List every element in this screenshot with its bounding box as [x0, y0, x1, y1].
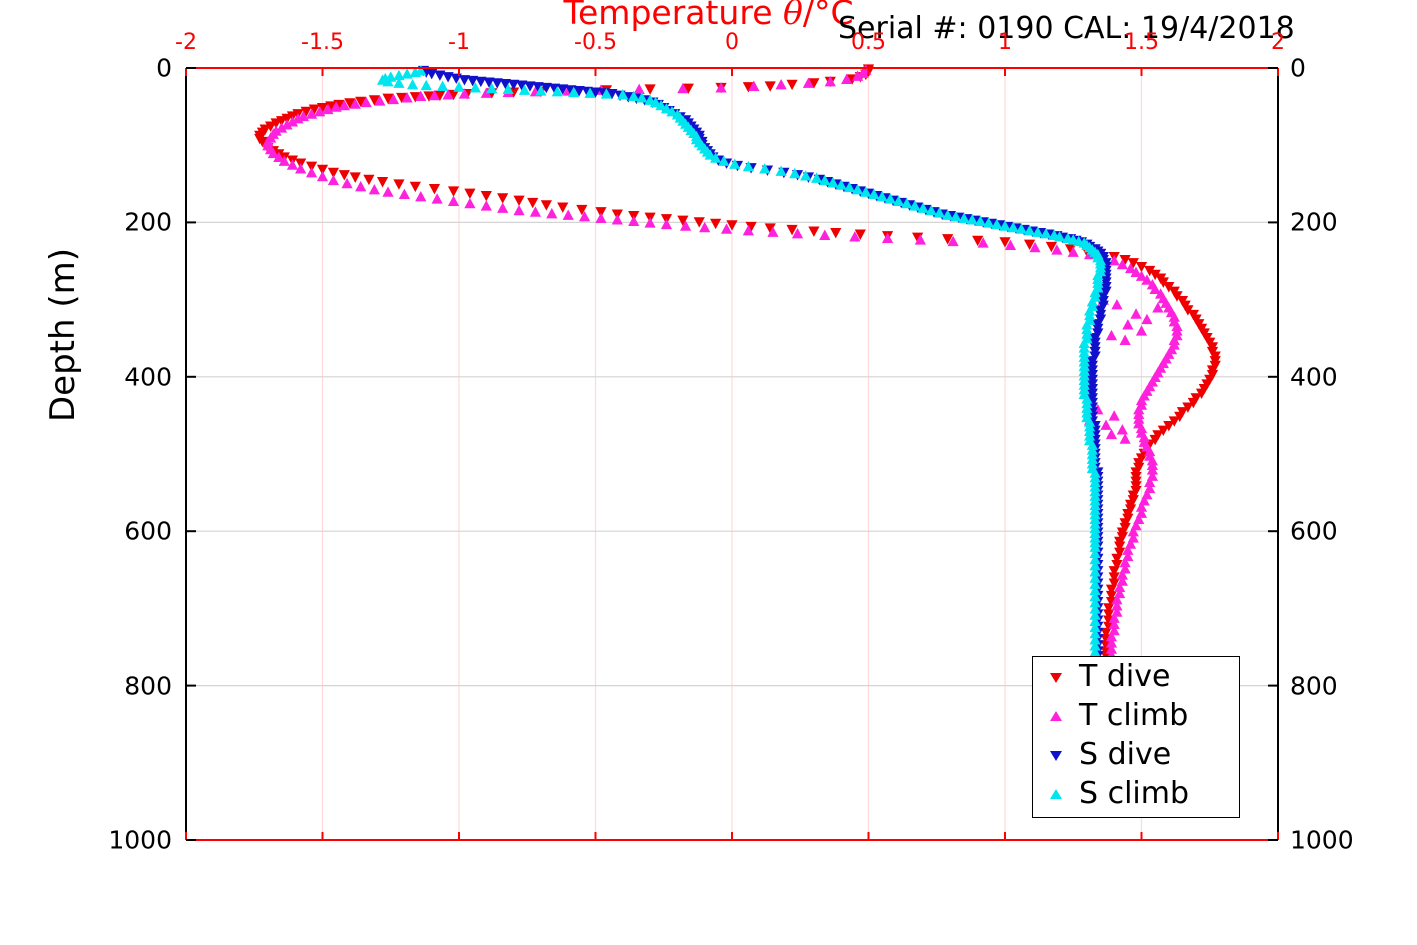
y-tick-label-right: 1000 — [1290, 825, 1354, 855]
series-s-climb — [376, 65, 1107, 662]
y-tick-label-left: 0 — [156, 53, 172, 83]
x-tick-label: 1 — [998, 30, 1012, 55]
serial-cal-annotation: Serial #: 0190 CAL: 19/4/2018 — [838, 11, 1295, 46]
triangle-down-icon — [1033, 667, 1079, 687]
legend-item-label: S dive — [1079, 736, 1172, 772]
y-tick-label-right: 200 — [1290, 207, 1338, 237]
legend[interactable]: T dive T climb S dive S climb — [1032, 656, 1240, 818]
series-t-dive — [254, 64, 1221, 662]
data-series-layer — [254, 64, 1221, 662]
y-tick-label-right: 0 — [1290, 53, 1306, 83]
legend-item-label: T dive — [1079, 658, 1171, 694]
legend-item-label: S climb — [1079, 775, 1190, 811]
x-tick-label: 0.5 — [851, 30, 886, 55]
chart-title-prefix: Temperature — [563, 0, 783, 32]
y-tick-label-left: 800 — [124, 671, 172, 701]
chart-title-suffix: /°C — [802, 0, 854, 32]
y-axis-label: Depth (m) — [43, 247, 83, 423]
x-tick-label: 2 — [1271, 30, 1285, 55]
legend-item[interactable]: T dive — [1033, 657, 1239, 696]
x-tick-label: 0 — [725, 30, 739, 55]
y-tick-label-left: 1000 — [108, 825, 172, 855]
legend-item[interactable]: S climb — [1033, 774, 1239, 813]
triangle-up-icon — [1033, 784, 1079, 804]
y-tick-label-left: 400 — [124, 362, 172, 392]
legend-item-label: T climb — [1079, 697, 1189, 733]
x-tick-label: -1 — [448, 30, 470, 55]
x-tick-label: -2 — [175, 30, 197, 55]
triangle-down-icon — [1033, 745, 1079, 765]
chart-title-theta: θ — [782, 0, 803, 32]
y-tick-label-right: 600 — [1290, 516, 1338, 546]
chart-title: Temperature θ/°C — [0, 0, 1417, 32]
series-s-dive — [417, 65, 1112, 662]
series-t-climb — [262, 64, 1183, 660]
legend-item[interactable]: T climb — [1033, 696, 1239, 735]
axis-ticks — [185, 67, 1279, 841]
triangle-up-icon — [1033, 706, 1079, 726]
x-tick-label: 1.5 — [1124, 30, 1159, 55]
y-tick-label-right: 800 — [1290, 671, 1338, 701]
x-tick-label: -0.5 — [574, 30, 617, 55]
y-tick-label-right: 400 — [1290, 362, 1338, 392]
y-tick-label-left: 200 — [124, 207, 172, 237]
legend-item[interactable]: S dive — [1033, 735, 1239, 774]
x-tick-label: -1.5 — [301, 30, 344, 55]
y-tick-label-left: 600 — [124, 516, 172, 546]
